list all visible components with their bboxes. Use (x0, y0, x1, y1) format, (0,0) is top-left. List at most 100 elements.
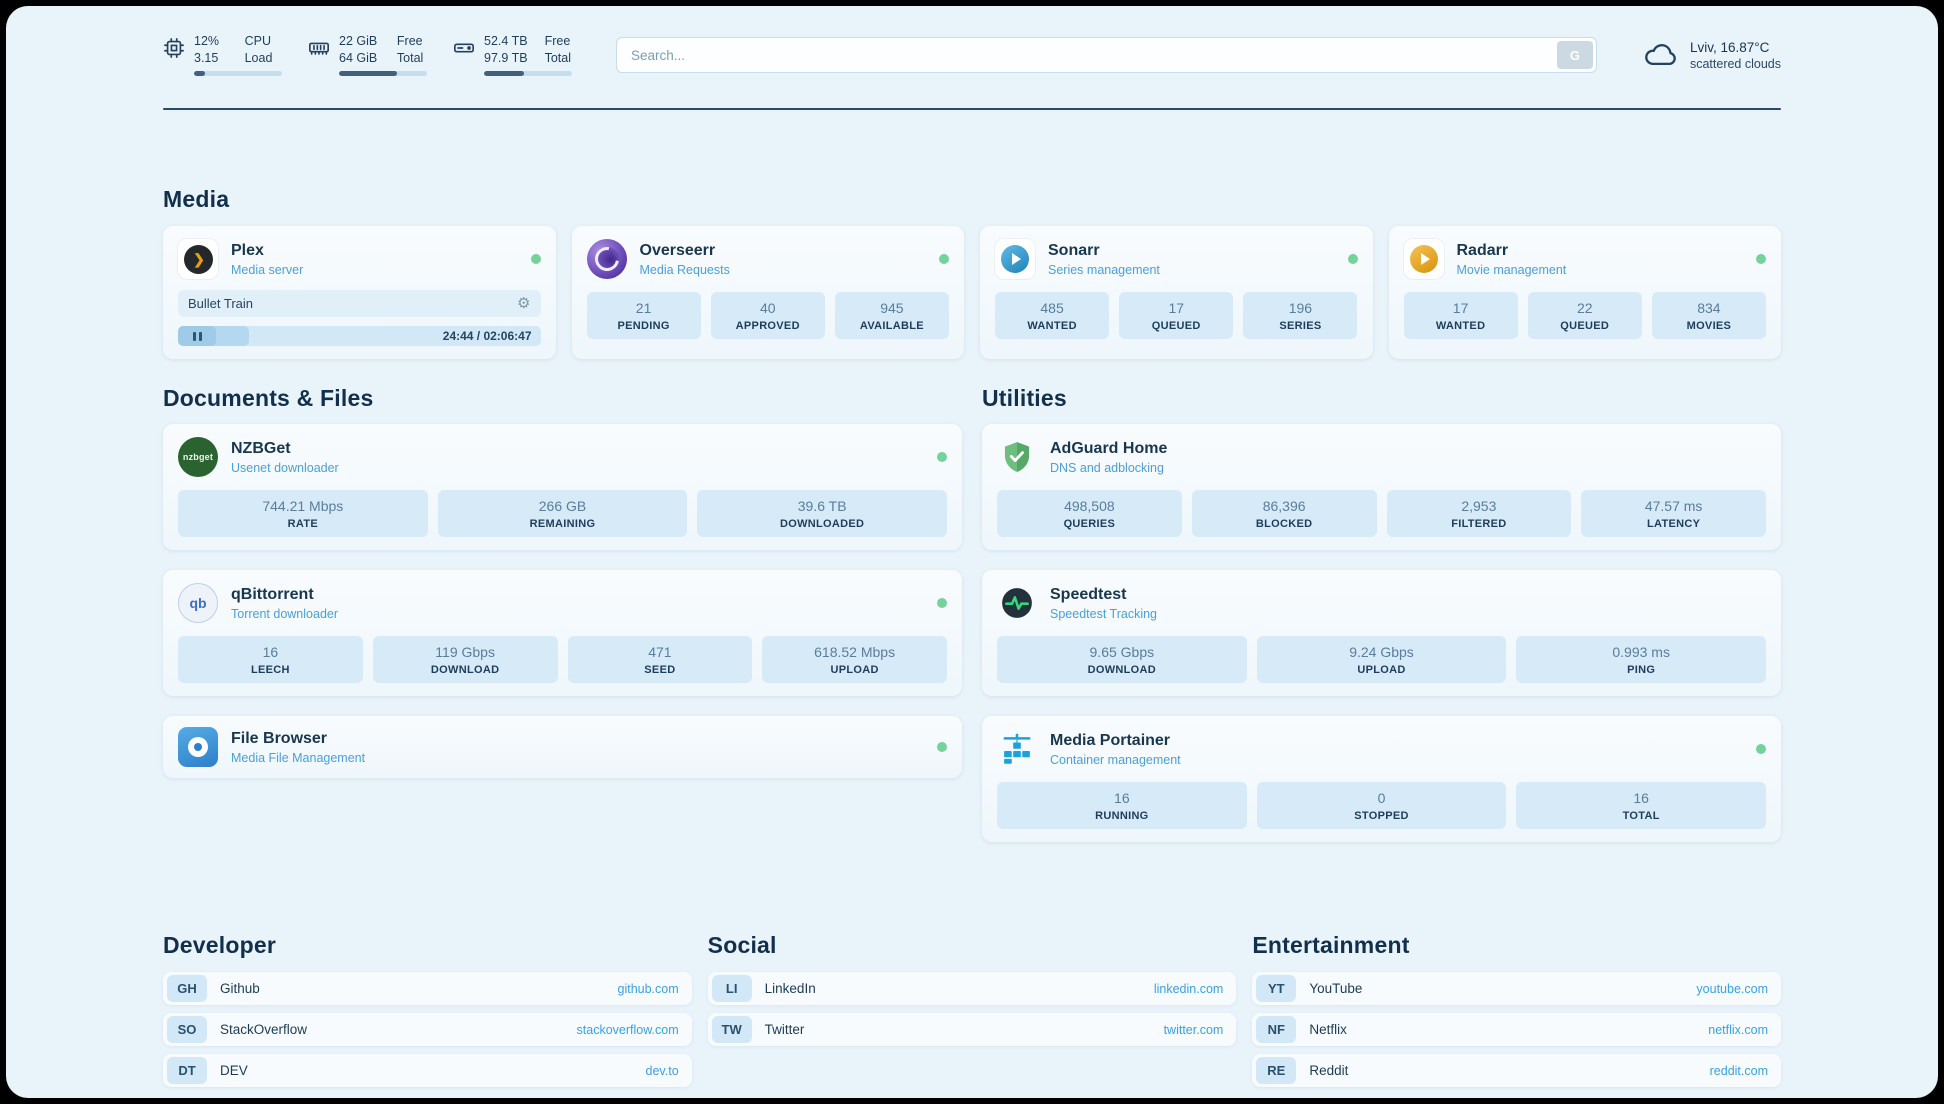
status-online-dot (1347, 254, 1358, 265)
stat-box: 21 PENDING (586, 292, 701, 340)
storage-icon (453, 37, 475, 59)
bookmark-name: Netflix (1309, 1022, 1347, 1038)
stat-box: 22 QUEUED (1527, 292, 1642, 340)
now-playing-title: Bullet Train (188, 296, 254, 312)
storage-free-label: Free (544, 34, 571, 48)
bookmark-url[interactable]: reddit.com (1709, 1063, 1768, 1078)
cpu-stat: 12% CPU 3.15 Load (163, 34, 282, 77)
radarr-icon (1403, 239, 1444, 280)
status-online-dot (937, 598, 947, 609)
filebrowser-card[interactable]: File Browser Media File Management (163, 716, 962, 779)
stat-box: 471 SEED (567, 636, 753, 684)
bookmark-stackoverflow[interactable]: SO StackOverflow stackoverflow.com (163, 1013, 692, 1047)
stat-box: 39.6 TB DOWNLOADED (697, 490, 947, 538)
stat-box: 498,508 QUERIES (997, 490, 1182, 538)
stat-box: 17 WANTED (1403, 292, 1518, 340)
bookmark-reddit[interactable]: RE Reddit reddit.com (1252, 1054, 1781, 1088)
bookmark-url[interactable]: stackoverflow.com (576, 1022, 679, 1037)
adguard-card[interactable]: AdGuard Home DNS and adblocking 498,508 … (982, 424, 1781, 551)
storage-progress-bar (484, 71, 572, 77)
bookmark-url[interactable]: youtube.com (1696, 981, 1768, 996)
bookmark-url[interactable]: twitter.com (1163, 1022, 1224, 1037)
cpu-icon (163, 37, 185, 59)
header-divider (163, 108, 1781, 111)
bookmark-url[interactable]: netflix.com (1708, 1022, 1768, 1037)
system-stats: 12% CPU 3.15 Load 22 (163, 34, 572, 77)
overseerr-card[interactable]: Overseerr Media Requests 21 PENDING 40 A… (571, 226, 964, 360)
utilities-column: Utilities AdGuard Home DNS and adblockin… (982, 385, 1781, 862)
search-bar: G (616, 37, 1597, 74)
memory-progress-fill (339, 71, 398, 77)
overseerr-icon (586, 239, 627, 280)
memory-total-value: 64 GiB (339, 50, 378, 65)
settings-gear-icon[interactable]: ⚙ (517, 295, 531, 313)
developer-section-title: Developer (163, 932, 277, 959)
documents-column: Documents & Files nzbget NZBGet Usenet d… (163, 385, 962, 862)
cpu-progress-fill (194, 71, 205, 77)
app-subtitle: Container management (1050, 752, 1181, 767)
bookmark-url[interactable]: dev.to (645, 1063, 679, 1078)
bookmark-twitter[interactable]: TW Twitter twitter.com (707, 1013, 1237, 1047)
cpu-usage-value: 12% (194, 34, 220, 48)
app-name: Media Portainer (1050, 731, 1171, 749)
memory-total-label: Total (396, 50, 424, 65)
nzbget-icon: nzbget (178, 437, 218, 478)
bookmark-github[interactable]: GH Github github.com (163, 972, 692, 1006)
speedtest-icon (997, 583, 1037, 623)
radarr-card[interactable]: Radarr Movie management 17 WANTED 22 QUE… (1388, 226, 1781, 360)
entertainment-bookmarks: Entertainment YT YouTube youtube.com NF … (1252, 932, 1781, 1088)
bookmark-abbr: TW (711, 1016, 752, 1044)
stat-box: 119 Gbps DOWNLOAD (372, 636, 558, 684)
top-bar: 12% CPU 3.15 Load 22 (163, 34, 1781, 77)
plex-card[interactable]: ❯ Plex Media server Bullet Train ⚙ 24:44… (163, 226, 556, 360)
developer-bookmarks: Developer GH Github github.com SO StackO… (163, 932, 692, 1088)
bookmark-abbr: DT (167, 1057, 207, 1085)
status-online-dot (530, 254, 541, 265)
cpu-load-value: 3.15 (194, 50, 219, 65)
memory-free-label: Free (396, 34, 423, 48)
app-subtitle: Series management (1048, 262, 1160, 277)
stat-box: 17 QUEUED (1119, 292, 1234, 340)
social-section-title: Social (707, 932, 777, 959)
sonarr-card[interactable]: Sonarr Series management 485 WANTED 17 Q… (980, 226, 1373, 360)
nzbget-card[interactable]: nzbget NZBGet Usenet downloader 744.21 M… (163, 424, 962, 551)
status-online-dot (937, 742, 947, 753)
stat-box: 86,396 BLOCKED (1191, 490, 1377, 538)
bookmark-dev[interactable]: DT DEV dev.to (163, 1054, 692, 1088)
weather-widget[interactable]: Lviv, 16.87°C scattered clouds (1643, 40, 1781, 71)
portainer-card[interactable]: Media Portainer Container management 16 … (982, 716, 1781, 843)
storage-free-value: 52.4 TB (484, 34, 528, 48)
search-input[interactable] (616, 37, 1597, 74)
bookmark-abbr: YT (1256, 975, 1297, 1003)
sonarr-icon (995, 239, 1035, 280)
stat-box: 16 RUNNING (997, 782, 1247, 830)
bookmark-name: DEV (220, 1063, 248, 1079)
bookmark-url[interactable]: linkedin.com (1153, 981, 1224, 996)
bookmark-url[interactable]: github.com (617, 981, 679, 996)
weather-location: Lviv, 16.87°C (1689, 39, 1770, 55)
app-name: AdGuard Home (1050, 439, 1168, 457)
stat-box: 2,953 FILTERED (1386, 490, 1572, 538)
storage-total-label: Total (544, 50, 571, 65)
qbittorrent-card[interactable]: qb qBittorrent Torrent downloader 16 LEE… (163, 570, 962, 697)
bookmark-name: LinkedIn (764, 981, 816, 997)
documents-section-title: Documents & Files (163, 385, 374, 412)
memory-free-value: 22 GiB (339, 34, 378, 48)
speedtest-card[interactable]: Speedtest Speedtest Tracking 9.65 Gbps D… (982, 570, 1781, 697)
pause-button[interactable] (178, 326, 216, 347)
bookmark-linkedin[interactable]: LI LinkedIn linkedin.com (707, 972, 1237, 1006)
bookmark-name: Reddit (1309, 1063, 1349, 1079)
storage-total-value: 97.9 TB (484, 50, 528, 65)
search-engine-button[interactable]: G (1556, 41, 1593, 70)
stat-box: 47.57 ms LATENCY (1581, 490, 1766, 538)
stat-box: 266 GB REMAINING (437, 490, 688, 538)
stat-box: 834 MOVIES (1651, 292, 1766, 340)
media-section: Media ❯ Plex Media server Bullet Train ⚙ (163, 186, 1781, 360)
stat-box: 16 TOTAL (1516, 782, 1766, 830)
cpu-load-label: Load (244, 50, 273, 65)
app-subtitle: DNS and adblocking (1050, 460, 1164, 475)
bookmark-abbr: SO (167, 1016, 207, 1044)
playback-progress-bar[interactable]: 24:44 / 02:06:47 (178, 326, 541, 347)
bookmark-netflix[interactable]: NF Netflix netflix.com (1252, 1013, 1781, 1047)
bookmark-youtube[interactable]: YT YouTube youtube.com (1252, 972, 1781, 1006)
